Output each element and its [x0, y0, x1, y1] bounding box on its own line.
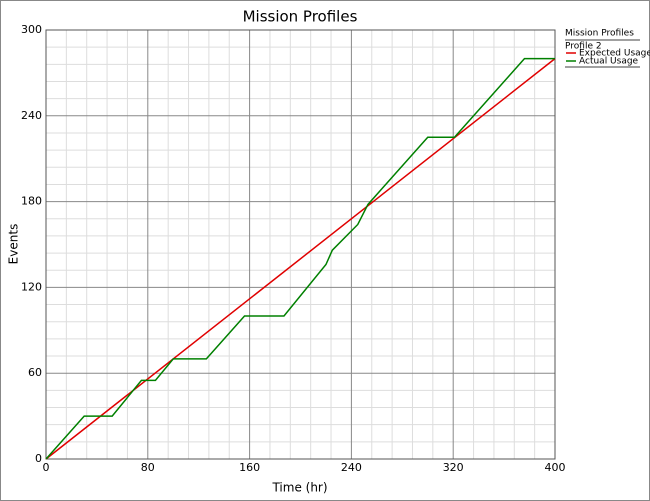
legend-title: Mission Profiles	[565, 29, 634, 39]
x-tick-label: 0	[43, 461, 50, 474]
y-tick-label: 0	[35, 452, 42, 465]
x-axis-label: Time (hr)	[271, 481, 327, 495]
legend-subtitle: Profile 2	[565, 42, 602, 52]
plot-area	[46, 30, 555, 459]
y-tick-label: 300	[21, 23, 42, 36]
x-tick-label: 160	[239, 461, 260, 474]
plot-border	[45, 29, 556, 460]
x-tick-label: 400	[545, 461, 566, 474]
data-line	[45, 57, 555, 460]
y-tick-label: 60	[28, 366, 42, 379]
x-tick-label: 80	[141, 461, 155, 474]
x-tick-label: 320	[443, 461, 464, 474]
y-axis-label: Events	[7, 224, 21, 265]
y-tick-label: 180	[21, 195, 42, 208]
legend-label: Actual Usage	[579, 57, 639, 67]
y-tick-label: 240	[21, 109, 42, 122]
chart-title: Mission Profiles	[243, 8, 358, 26]
y-tick-label: 120	[21, 280, 42, 293]
legend-label: Expected Usage	[579, 49, 650, 59]
x-tick-label: 240	[341, 461, 362, 474]
